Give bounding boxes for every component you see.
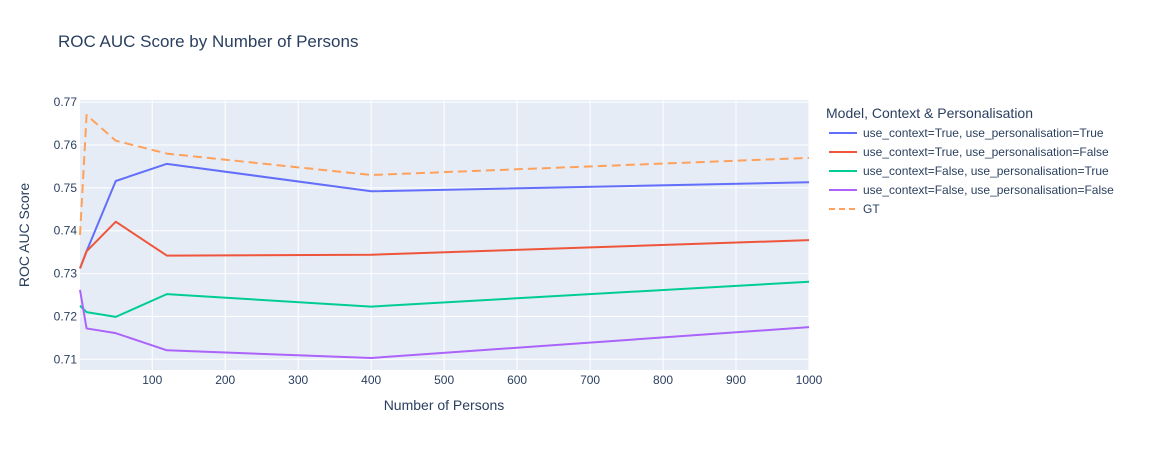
series-layer — [79, 114, 810, 359]
legend-title: Model, Context & Personalisation — [826, 105, 1033, 121]
grid — [80, 100, 810, 370]
y-tick-label: 0.76 — [54, 138, 78, 152]
y-tick-label: 0.77 — [54, 95, 78, 109]
x-tick-label: 900 — [726, 373, 746, 387]
legend-label: use_context=False, use_personalisation=F… — [863, 183, 1114, 197]
series-line-3 — [79, 289, 810, 359]
series-line-1 — [79, 220, 810, 269]
x-tick-label: 200 — [215, 373, 235, 387]
y-tick-label: 0.72 — [54, 309, 78, 323]
legend: Model, Context & Personalisation use_con… — [826, 105, 1114, 216]
y-tick-label: 0.71 — [54, 352, 78, 366]
x-tick-label: 800 — [653, 373, 673, 387]
legend-label: use_context=False, use_personalisation=T… — [863, 164, 1109, 178]
y-axis-label: ROC AUC Score — [16, 183, 32, 287]
x-axis-label: Number of Persons — [384, 397, 505, 413]
x-tick-labels: 100 200 300 400 500 600 700 800 900 1000 — [142, 373, 822, 387]
legend-label: GT — [863, 202, 880, 216]
series-line-4 — [79, 114, 810, 236]
x-tick-label: 600 — [507, 373, 527, 387]
legend-label: use_context=True, use_personalisation=Fa… — [863, 145, 1109, 159]
x-tick-label: 700 — [580, 373, 600, 387]
y-tick-label: 0.75 — [54, 181, 78, 195]
legend-label: use_context=True, use_personalisation=Tr… — [863, 126, 1104, 140]
y-tick-labels: 0.71 0.72 0.73 0.74 0.75 0.76 0.77 — [54, 95, 78, 366]
series-line-2 — [79, 280, 810, 318]
y-tick-label: 0.74 — [54, 224, 78, 238]
x-tick-label: 100 — [142, 373, 162, 387]
x-tick-label: 400 — [361, 373, 381, 387]
y-tick-label: 0.73 — [54, 267, 78, 281]
x-tick-label: 1000 — [796, 373, 823, 387]
chart-title: ROC AUC Score by Number of Persons — [58, 32, 359, 51]
x-tick-label: 500 — [434, 373, 454, 387]
x-tick-label: 300 — [288, 373, 308, 387]
